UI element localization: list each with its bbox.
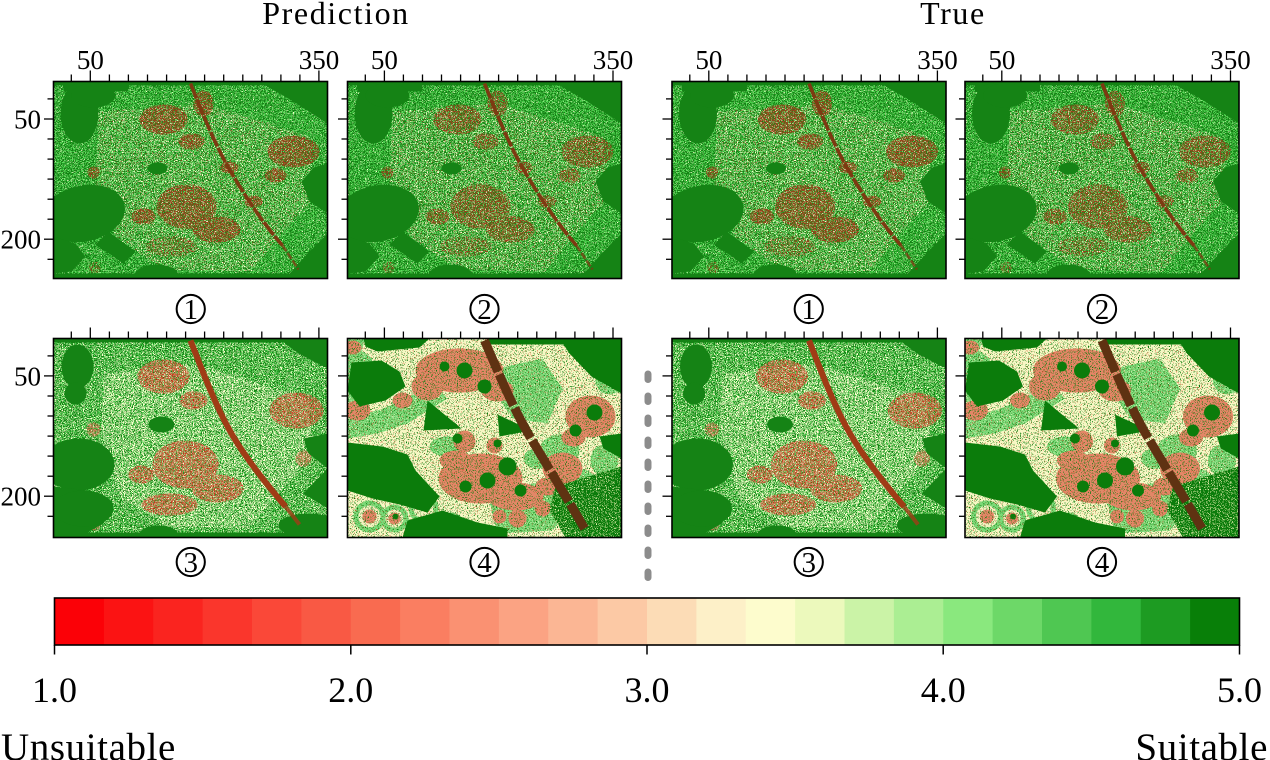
- svg-text:1.0: 1.0: [32, 670, 77, 710]
- svg-text:True: True: [920, 0, 986, 31]
- svg-text:2.0: 2.0: [328, 670, 373, 710]
- svg-text:2: 2: [1095, 294, 1110, 326]
- svg-text:50: 50: [988, 45, 1015, 75]
- svg-text:350: 350: [1210, 45, 1251, 75]
- svg-text:200: 200: [1, 482, 42, 512]
- svg-text:350: 350: [917, 45, 958, 75]
- svg-text:Prediction: Prediction: [262, 0, 410, 31]
- svg-text:4: 4: [477, 547, 492, 579]
- svg-text:3.0: 3.0: [625, 670, 670, 710]
- svg-text:2: 2: [477, 294, 492, 326]
- svg-text:350: 350: [593, 45, 634, 75]
- svg-text:350: 350: [299, 45, 340, 75]
- svg-text:50: 50: [14, 362, 41, 392]
- svg-text:3: 3: [802, 547, 817, 579]
- svg-text:5.0: 5.0: [1217, 670, 1262, 710]
- svg-text:50: 50: [371, 45, 398, 75]
- svg-text:3: 3: [184, 547, 199, 579]
- svg-text:Suitable: Suitable: [1135, 726, 1268, 760]
- svg-text:1: 1: [802, 294, 817, 326]
- svg-text:50: 50: [695, 45, 722, 75]
- svg-text:Unsuitable: Unsuitable: [1, 726, 176, 760]
- svg-text:4.0: 4.0: [921, 670, 966, 710]
- svg-text:200: 200: [1, 225, 42, 255]
- svg-text:50: 50: [14, 105, 41, 135]
- svg-text:50: 50: [77, 45, 104, 75]
- svg-text:1: 1: [184, 294, 199, 326]
- svg-text:4: 4: [1095, 547, 1110, 579]
